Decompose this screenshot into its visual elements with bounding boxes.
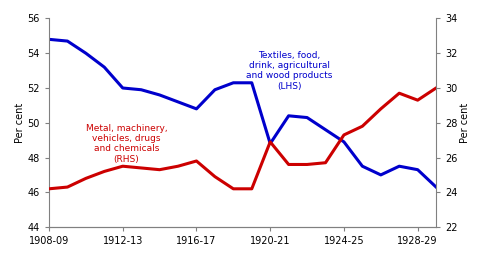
Text: Textiles, food,
drink, agricultural
and wood products
(LHS): Textiles, food, drink, agricultural and … [246, 50, 332, 91]
Y-axis label: Per cent: Per cent [15, 103, 24, 143]
Text: Metal, machinery,
vehicles, drugs
and chemicals
(RHS): Metal, machinery, vehicles, drugs and ch… [86, 124, 167, 164]
Y-axis label: Per cent: Per cent [461, 103, 470, 143]
